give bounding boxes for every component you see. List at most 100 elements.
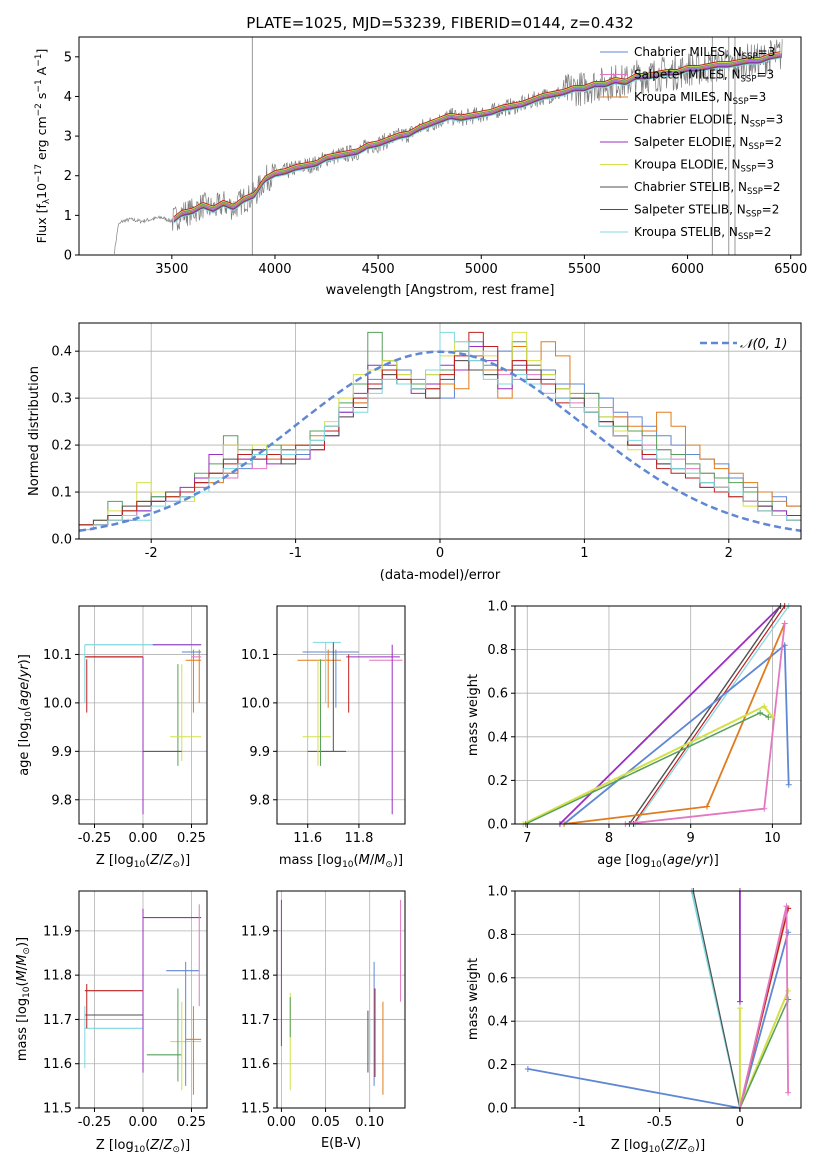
residuals-ylabel: Normed distribution	[27, 366, 42, 496]
x-tick-label: -1	[289, 546, 302, 561]
cumulative-line	[634, 605, 790, 825]
age-vs-z-ticks: -0.25 0.00 0.25 9.8 9.9 10.0 10.1	[43, 648, 206, 846]
cumulative-line	[633, 605, 786, 825]
cumulative-line	[739, 999, 789, 1109]
mass-vs-z-ylabel: mass [log10(M/M⊙)]	[15, 937, 32, 1061]
x-tick-label: 0.00	[267, 1115, 296, 1130]
y-tick-label: 0.6	[487, 687, 508, 702]
age-vs-z-panel: -0.25 0.00 0.25 9.8 9.9 10.0 10.1 Z [log10(Z/Z…	[17, 605, 208, 870]
spectrum-clip-group	[114, 37, 783, 255]
y-tick-label: 0.2	[487, 1058, 508, 1073]
y-tick-label: 10.0	[241, 696, 270, 711]
model-spectrum-line	[173, 53, 781, 220]
x-tick-label: 4000	[258, 262, 291, 277]
mass-vs-ebv-axes-frame	[276, 890, 406, 1109]
cumulative-marker	[524, 1065, 531, 1072]
cumulative-marker	[736, 998, 743, 1005]
spectrum-xlabel: wavelength [Angstrom, rest frame]	[326, 283, 555, 298]
weight-vs-age-axes-frame	[514, 605, 802, 825]
age-vs-mass-grid	[277, 606, 405, 824]
model-spectrum-line	[173, 54, 781, 221]
y-tick-label: 0	[64, 249, 72, 264]
residuals-legend: 𝒩(0, 1)	[700, 337, 787, 352]
gaussian-legend-label: 𝒩(0, 1)	[740, 337, 787, 352]
x-tick-label: 2	[725, 546, 733, 561]
y-tick-label: 11.9	[241, 924, 270, 939]
weight-vs-z-xlabel: Z [log10(Z/Z⊙)]	[611, 1138, 705, 1155]
cumulative-line	[628, 605, 782, 825]
model-spectrum-line	[173, 52, 781, 218]
weight-vs-z-panel: -1 -0.5 0 0.0 0.2 0.4 0.6 0.8 1.0 Z [log10(Z/Z⊙)…	[466, 885, 802, 1155]
mass-vs-ebv-ticks: 0.00 0.05 0.10 11.5 11.6 11.7 11.8 11.9	[241, 924, 384, 1130]
model-spectrum-line	[173, 57, 781, 224]
model-spectrum-line	[173, 51, 781, 217]
weight-vs-z-ylabel: mass weight	[466, 958, 481, 1040]
x-tick-label: -2	[145, 546, 158, 561]
y-tick-label: 5	[64, 50, 72, 65]
age-vs-mass-axes-frame	[276, 605, 406, 825]
residuals-clip-group	[79, 331, 801, 533]
weight-vs-z-axes-frame	[514, 890, 802, 1109]
figure-title: PLATE=1025, MJD=53239, FIBERID=0144, z=0…	[246, 14, 633, 32]
x-tick-label: 0.10	[355, 1115, 384, 1130]
y-tick-label: 0.0	[487, 818, 508, 833]
x-tick-label: -0.25	[78, 831, 112, 846]
legend-label: Chabrier STELIB, NSSP=2	[634, 180, 781, 197]
mass-vs-ebv-grid	[277, 891, 405, 1109]
y-tick-label: 1.0	[487, 885, 508, 900]
cumulative-marker	[761, 805, 768, 812]
cumulative-marker	[704, 803, 711, 810]
x-tick-label: 0.25	[177, 1115, 206, 1130]
legend-label: Kroupa ELODIE, NSSP=3	[634, 158, 774, 175]
age-vs-z-plot	[84, 644, 202, 815]
y-tick-label: 11.8	[241, 969, 270, 984]
age-vs-mass-ticks: 11.6 11.8 9.8 9.9 10.0 10.1	[241, 648, 373, 846]
x-tick-label: 0	[736, 1115, 744, 1130]
cumulative-marker	[761, 703, 768, 710]
weight-vs-z-grid	[515, 890, 801, 1109]
spectrum-ylabel: Flux [fλ10−17 erg cm−2 s−1 A−1]	[34, 49, 52, 244]
weight-vs-z-plot	[524, 888, 792, 1111]
age-vs-z-ylabel: age [log10(age/yr)]	[17, 654, 34, 776]
mass-vs-ebv-xlabel: E(B-V)	[321, 1136, 361, 1151]
y-tick-label: 0.3	[51, 392, 72, 407]
cumulative-line	[563, 643, 790, 825]
x-tick-label: 0.00	[129, 1115, 158, 1130]
y-tick-label: 0.4	[487, 730, 508, 745]
x-tick-label: 0.05	[311, 1115, 340, 1130]
y-tick-label: 9.9	[249, 745, 270, 760]
spectrum-legend: Chabrier MILES, NSSP=3 Salpeter MILES, NS…	[600, 45, 783, 242]
age-vs-mass-panel: 11.6 11.8 9.8 9.9 10.0 10.1 mass [log10(M/M⊙)…	[241, 605, 406, 870]
y-tick-label: 11.5	[43, 1102, 72, 1117]
y-tick-label: 1	[64, 209, 72, 224]
y-tick-label: 10.1	[241, 648, 270, 663]
cumulative-marker	[781, 620, 788, 627]
legend-label: Kroupa MILES, NSSP=3	[634, 90, 766, 107]
spectrum-ticks: 3500 4000 4500 5000 5500 6000 6500 0 1 2 3 4 5	[64, 50, 808, 277]
x-tick-label: 7	[523, 831, 531, 846]
y-tick-label: 0.0	[487, 1102, 508, 1117]
y-tick-label: 0.6	[487, 971, 508, 986]
model-spectrum-line	[173, 56, 781, 223]
x-tick-label: -0.25	[78, 1115, 112, 1130]
y-tick-label: 1.0	[487, 600, 508, 615]
legend-label: Salpeter ELODIE, NSSP=2	[634, 135, 782, 152]
weight-vs-age-xlabel: age [log10(age/yr)]	[597, 853, 719, 870]
cumulative-line	[625, 623, 786, 825]
y-tick-label: 4	[64, 90, 72, 105]
age-vs-z-xlabel: Z [log10(Z/Z⊙)]	[96, 853, 190, 870]
y-tick-label: 0.4	[487, 1015, 508, 1030]
weight-vs-age-ylabel: mass weight	[466, 674, 481, 756]
x-tick-label: 0	[436, 546, 444, 561]
x-tick-label: 11.8	[344, 831, 373, 846]
cumulative-marker	[736, 1005, 743, 1012]
y-tick-label: 11.5	[241, 1102, 270, 1117]
x-tick-label: -0.5	[647, 1115, 672, 1130]
mass-vs-z-panel: -0.25 0.00 0.25 11.5 11.6 11.7 11.8 11.9 Z [log…	[15, 890, 208, 1155]
x-tick-label: 6000	[671, 262, 704, 277]
model-spectrum-line	[173, 55, 781, 222]
y-tick-label: 11.9	[43, 924, 72, 939]
x-tick-label: 4500	[362, 262, 395, 277]
y-tick-label: 11.8	[43, 969, 72, 984]
x-tick-label: 9	[687, 831, 695, 846]
